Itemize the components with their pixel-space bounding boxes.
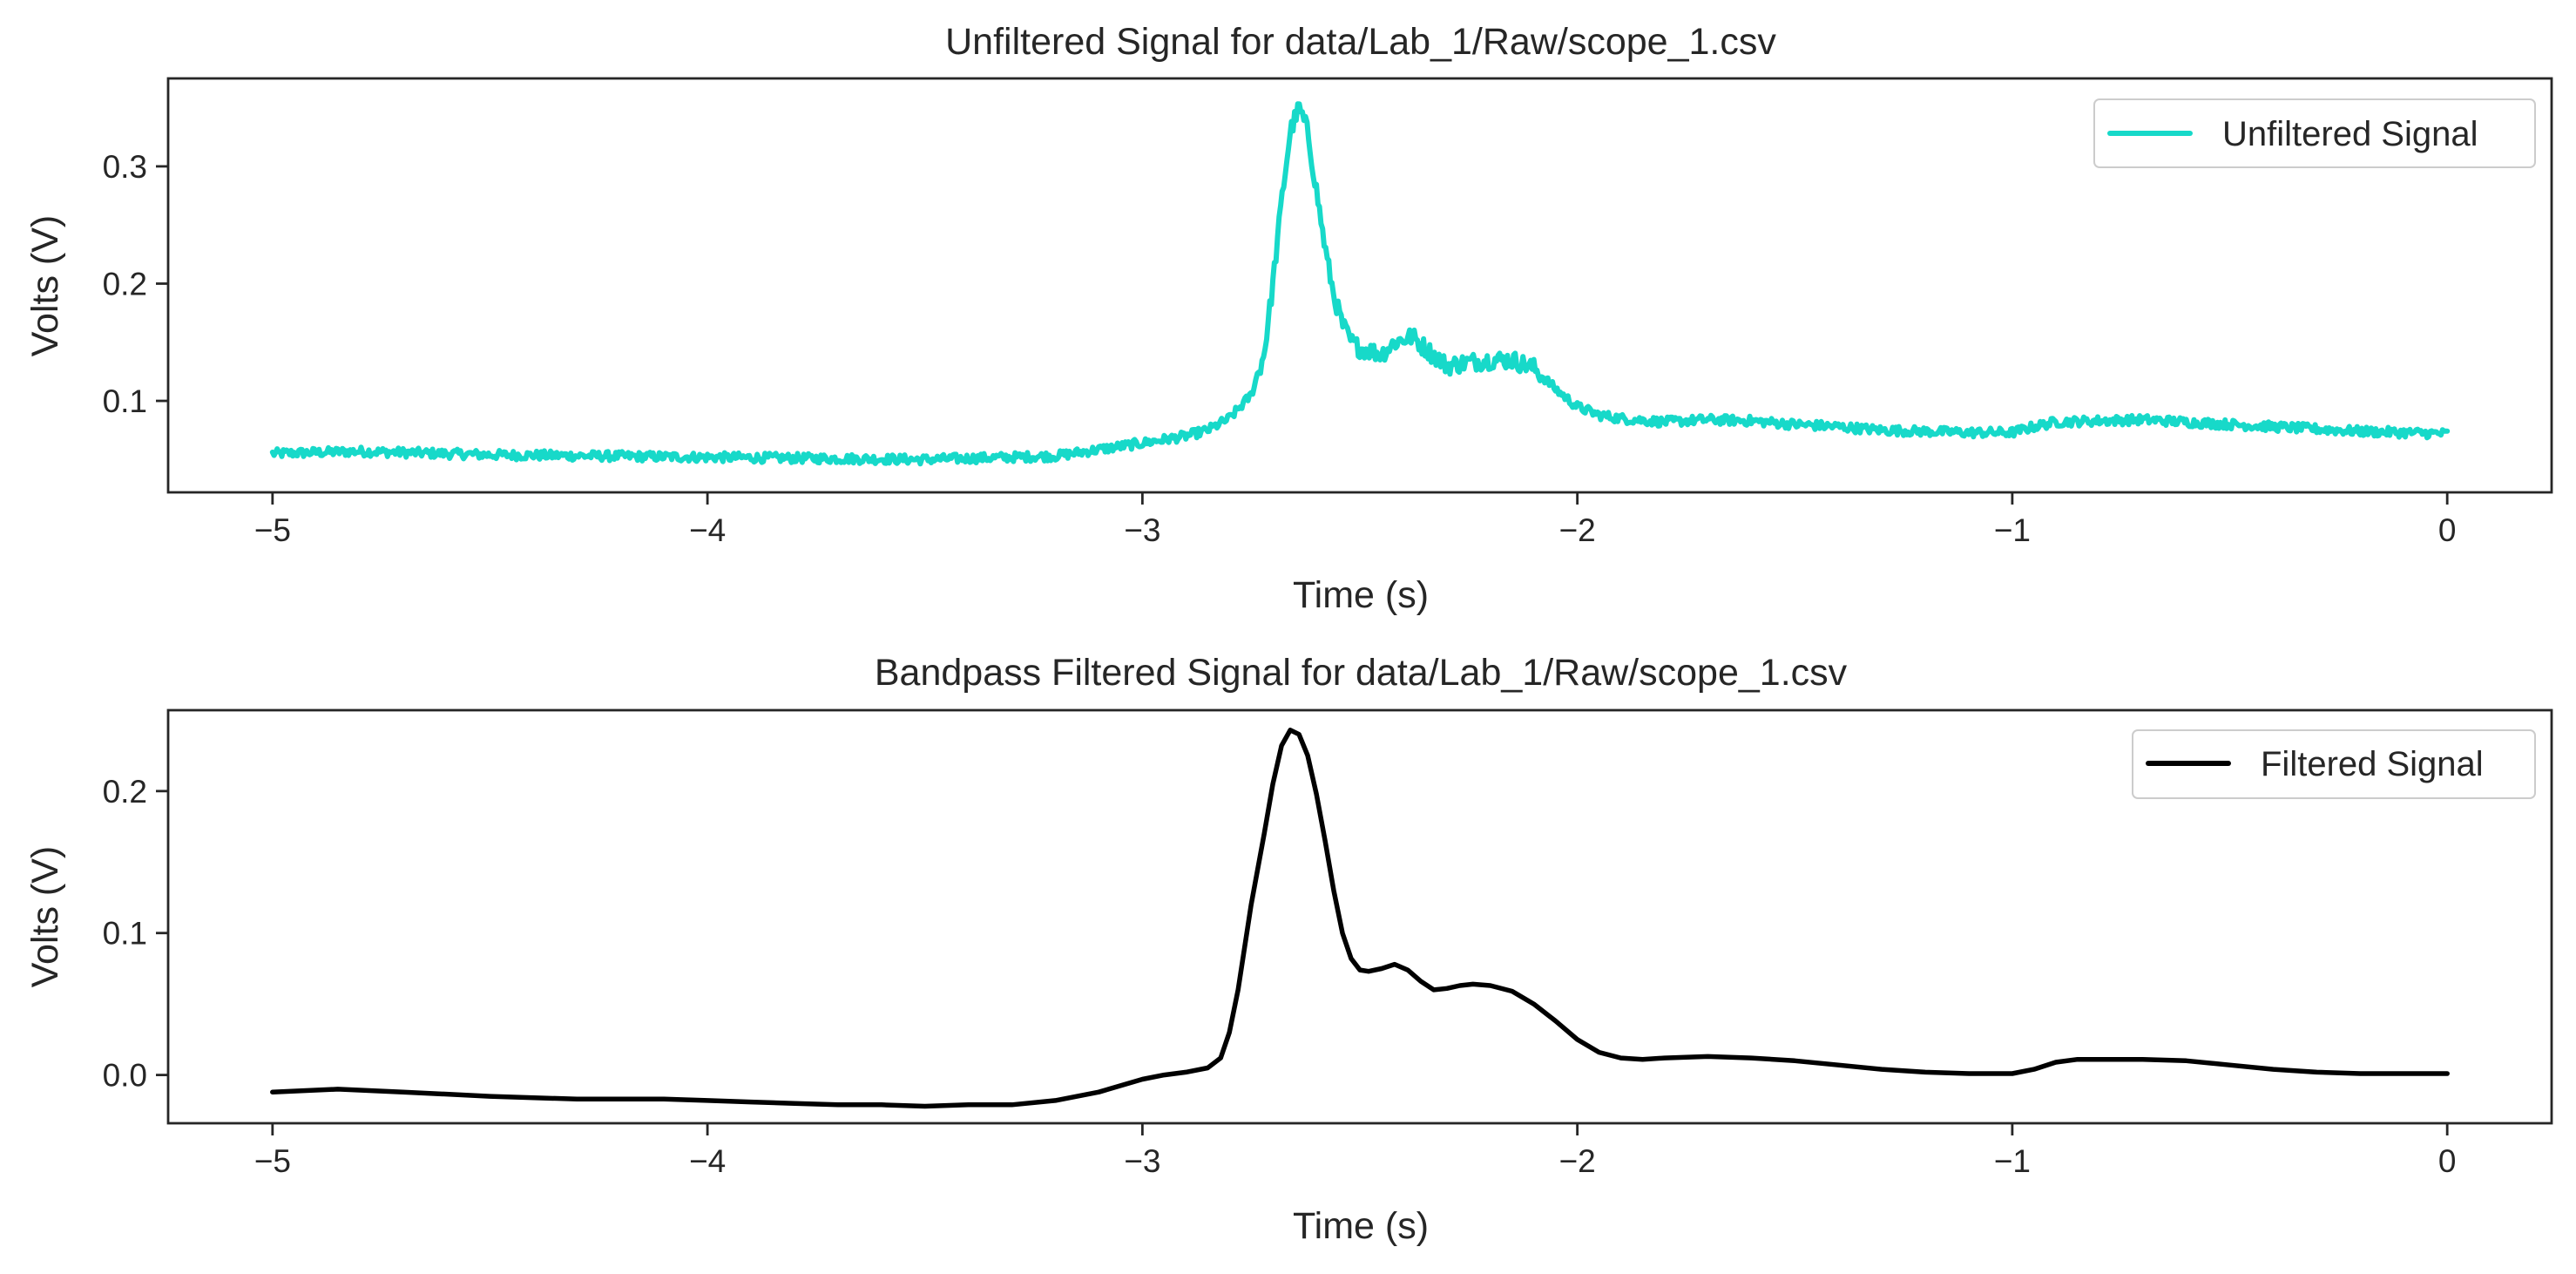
filtered-ticks: −5 −4 −3 −2 −1 0 0.0 0.1 0.2 bbox=[103, 774, 2457, 1179]
filtered-series-line bbox=[270, 728, 2450, 1109]
filtered-subplot: Bandpass Filtered Signal for data/Lab_1/… bbox=[24, 652, 2553, 1247]
filtered-x-tick-label: −5 bbox=[254, 1143, 291, 1179]
unfiltered-subplot: Unfiltered Signal for data/Lab_1/Raw/sco… bbox=[24, 21, 2553, 616]
filtered-y-tick-label: 0.0 bbox=[103, 1058, 147, 1094]
filtered-x-tick-label: −4 bbox=[689, 1143, 726, 1179]
filtered-series-layer bbox=[270, 728, 2450, 1109]
unfiltered-x-tick-label: −5 bbox=[254, 512, 291, 548]
unfiltered-y-tick-label: 0.2 bbox=[103, 266, 147, 302]
unfiltered-x-tick-label: −1 bbox=[1994, 512, 2031, 548]
unfiltered-axes-frame bbox=[166, 77, 2553, 494]
unfiltered-x-tick-label: 0 bbox=[2438, 512, 2457, 548]
unfiltered-x-axis-label: Time (s) bbox=[1293, 574, 1429, 616]
unfiltered-ticks: −5 −4 −3 −2 −1 0 0.1 0.2 0.3 bbox=[103, 149, 2457, 548]
filtered-x-tick-label: −3 bbox=[1124, 1143, 1160, 1179]
unfiltered-series-layer bbox=[269, 101, 2451, 467]
unfiltered-y-tick-label: 0.1 bbox=[103, 383, 147, 419]
filtered-y-axis-label: Volts (V) bbox=[24, 846, 66, 988]
filtered-title: Bandpass Filtered Signal for data/Lab_1/… bbox=[875, 652, 1848, 694]
filtered-y-tick-label: 0.1 bbox=[103, 916, 147, 952]
unfiltered-series-line bbox=[269, 101, 2451, 467]
unfiltered-y-tick-label: 0.3 bbox=[103, 149, 147, 185]
filtered-legend-box bbox=[2132, 729, 2536, 799]
filtered-axes-frame bbox=[166, 708, 2553, 1125]
filtered-x-axis-label: Time (s) bbox=[1293, 1205, 1429, 1247]
unfiltered-legend-box bbox=[2093, 98, 2536, 168]
unfiltered-y-axis-label: Volts (V) bbox=[24, 215, 66, 357]
filtered-x-tick-label: −2 bbox=[1559, 1143, 1596, 1179]
unfiltered-legend: Unfiltered Signal bbox=[2093, 98, 2536, 168]
unfiltered-x-tick-label: −2 bbox=[1559, 512, 1596, 548]
filtered-x-tick-label: 0 bbox=[2438, 1143, 2457, 1179]
filtered-legend-label: Filtered Signal bbox=[2261, 745, 2484, 783]
unfiltered-x-tick-label: −4 bbox=[689, 512, 726, 548]
filtered-x-tick-label: −1 bbox=[1994, 1143, 2031, 1179]
unfiltered-legend-label: Unfiltered Signal bbox=[2222, 115, 2478, 153]
filtered-y-tick-label: 0.2 bbox=[103, 774, 147, 810]
unfiltered-title: Unfiltered Signal for data/Lab_1/Raw/sco… bbox=[945, 21, 1776, 63]
filtered-legend: Filtered Signal bbox=[2132, 729, 2536, 799]
unfiltered-x-tick-label: −3 bbox=[1124, 512, 1160, 548]
